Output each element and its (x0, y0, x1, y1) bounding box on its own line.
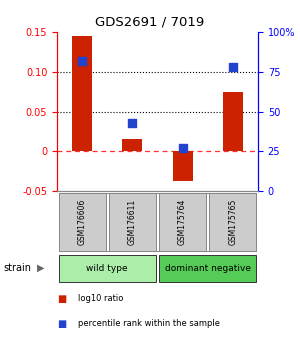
Text: percentile rank within the sample: percentile rank within the sample (78, 319, 220, 327)
Text: GSM176606: GSM176606 (78, 199, 87, 245)
Text: strain: strain (3, 263, 31, 273)
Point (180, 145, 185, 151)
Bar (223, 92, 243, 152)
Point (80, 58, 85, 63)
Bar (58, 255, 156, 282)
Bar (209, 193, 256, 251)
Text: GDS2691 / 7019: GDS2691 / 7019 (95, 16, 205, 29)
Bar (58, 193, 106, 251)
Bar (72, 36, 92, 152)
Text: ▶: ▶ (37, 263, 44, 273)
Bar (122, 139, 142, 152)
Bar (109, 193, 156, 251)
Bar (172, 152, 193, 181)
Text: GSM176611: GSM176611 (128, 199, 137, 245)
Point (130, 120, 135, 126)
Text: wild type: wild type (86, 264, 128, 273)
Text: GSM175765: GSM175765 (228, 199, 237, 245)
Bar (159, 193, 206, 251)
Text: ■: ■ (57, 319, 66, 329)
Point (230, 64, 235, 70)
Text: log10 ratio: log10 ratio (78, 294, 123, 303)
Text: GSM175764: GSM175764 (178, 199, 187, 245)
Text: dominant negative: dominant negative (165, 264, 251, 273)
Bar (159, 255, 256, 282)
Text: ■: ■ (57, 294, 66, 304)
